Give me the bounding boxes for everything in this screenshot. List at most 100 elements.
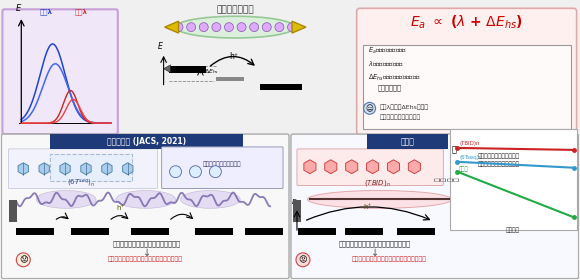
Polygon shape bbox=[408, 160, 420, 174]
Text: ↓: ↓ bbox=[143, 248, 151, 258]
Text: (6Tseq)n: (6Tseq)n bbox=[459, 155, 483, 160]
Text: h⁺: h⁺ bbox=[117, 205, 125, 211]
Circle shape bbox=[212, 23, 221, 32]
Text: 本研究: 本研究 bbox=[401, 137, 414, 146]
Circle shape bbox=[16, 253, 30, 267]
Text: $\Delta E_{hs}$：ホッピングサイト間の: $\Delta E_{hs}$：ホッピングサイト間の bbox=[368, 73, 420, 83]
Text: 😐: 😐 bbox=[365, 104, 374, 113]
Text: $E_a$：活性化エネルギー: $E_a$：活性化エネルギー bbox=[368, 46, 407, 56]
FancyBboxPatch shape bbox=[367, 134, 448, 149]
Bar bbox=[216, 77, 244, 81]
Text: 分子がふらつきやすくエネルギーロス: 分子がふらつきやすくエネルギーロス bbox=[113, 240, 181, 247]
FancyBboxPatch shape bbox=[50, 154, 132, 181]
Text: E: E bbox=[158, 42, 163, 51]
Text: h⁺: h⁺ bbox=[229, 52, 238, 61]
Polygon shape bbox=[304, 160, 316, 174]
Polygon shape bbox=[60, 163, 70, 175]
FancyBboxPatch shape bbox=[8, 149, 158, 188]
Text: 環境道を剛構造で連結する: 環境道を剛構造で連結する bbox=[478, 153, 520, 159]
Bar bbox=[71, 228, 109, 235]
Circle shape bbox=[200, 23, 208, 32]
Polygon shape bbox=[122, 163, 133, 175]
Text: (TBID)n: (TBID)n bbox=[459, 141, 480, 146]
Circle shape bbox=[190, 166, 201, 178]
Text: 分子が剛直で、エネルギーロスしにくい: 分子が剛直で、エネルギーロスしにくい bbox=[339, 240, 411, 247]
Polygon shape bbox=[325, 160, 337, 174]
Circle shape bbox=[209, 166, 222, 178]
Bar bbox=[130, 228, 169, 235]
Text: $\mathit{E_a}$ $\propto$ ($\lambda$ + $\Delta E_{hs}$): $\mathit{E_a}$ $\propto$ ($\lambda$ + $\… bbox=[409, 13, 523, 31]
Circle shape bbox=[237, 23, 246, 32]
Circle shape bbox=[275, 23, 284, 32]
Bar bbox=[195, 228, 233, 235]
Polygon shape bbox=[346, 160, 358, 174]
Circle shape bbox=[224, 23, 233, 32]
Text: 高いλと高いΔEhsにより: 高いλと高いΔEhsにより bbox=[379, 104, 429, 110]
FancyBboxPatch shape bbox=[2, 9, 118, 134]
Text: 高いλ: 高いλ bbox=[40, 8, 53, 15]
Text: 以前の研究 (JACS, 2021): 以前の研究 (JACS, 2021) bbox=[107, 137, 186, 146]
Circle shape bbox=[262, 23, 271, 32]
Text: 再配列エネルギーの抑制、電気伝導度の向上: 再配列エネルギーの抑制、電気伝導度の向上 bbox=[352, 257, 427, 262]
Text: ↓: ↓ bbox=[371, 248, 379, 258]
Text: E: E bbox=[16, 4, 21, 13]
Circle shape bbox=[296, 253, 310, 267]
Text: 導線距離: 導線距離 bbox=[506, 227, 520, 233]
FancyBboxPatch shape bbox=[162, 147, 283, 188]
Circle shape bbox=[288, 23, 296, 32]
Bar bbox=[397, 228, 436, 235]
Text: E: E bbox=[292, 199, 296, 205]
Text: 再配列エネルギーの増大、電気伝導度の低下: 再配列エネルギーの増大、電気伝導度の低下 bbox=[108, 257, 183, 262]
Ellipse shape bbox=[307, 190, 452, 208]
Bar bbox=[16, 228, 54, 235]
Text: $(TBID)_n$: $(TBID)_n$ bbox=[364, 178, 391, 188]
Bar bbox=[245, 228, 283, 235]
Ellipse shape bbox=[176, 16, 295, 38]
Bar bbox=[293, 200, 301, 222]
Ellipse shape bbox=[36, 190, 96, 208]
Polygon shape bbox=[102, 163, 112, 175]
Polygon shape bbox=[39, 163, 49, 175]
Text: h⁺: h⁺ bbox=[364, 204, 372, 210]
Text: 電
導
距
離: 電 導 距 離 bbox=[434, 178, 460, 181]
Polygon shape bbox=[292, 21, 306, 33]
Circle shape bbox=[169, 166, 182, 178]
Text: 従来の分子導線: 従来の分子導線 bbox=[216, 5, 254, 14]
Polygon shape bbox=[387, 160, 400, 174]
Text: $(6T^{seq})_n$: $(6T^{seq})_n$ bbox=[67, 178, 95, 189]
Ellipse shape bbox=[116, 190, 176, 208]
FancyBboxPatch shape bbox=[362, 45, 571, 129]
Circle shape bbox=[174, 23, 183, 32]
Text: $\Delta E_{hs}$: $\Delta E_{hs}$ bbox=[204, 67, 220, 76]
Text: 😟: 😟 bbox=[19, 255, 28, 264]
Polygon shape bbox=[81, 163, 91, 175]
FancyBboxPatch shape bbox=[1, 134, 289, 279]
Text: 長距離電荷輸送に不向き: 長距離電荷輸送に不向き bbox=[379, 115, 421, 120]
Text: 😡: 😡 bbox=[299, 255, 307, 264]
Text: 環境道がふらつきやすい: 環境道がふらつきやすい bbox=[203, 161, 242, 167]
Text: $\lambda$：再配列エネルギー: $\lambda$：再配列エネルギー bbox=[368, 60, 404, 68]
FancyBboxPatch shape bbox=[357, 8, 577, 135]
Bar bbox=[9, 200, 17, 222]
Polygon shape bbox=[367, 160, 379, 174]
Text: ことで分子のふらつき抑制: ことで分子のふらつき抑制 bbox=[478, 161, 520, 167]
Polygon shape bbox=[165, 21, 179, 33]
Text: 低いλ: 低いλ bbox=[75, 8, 88, 15]
Circle shape bbox=[187, 23, 195, 32]
Polygon shape bbox=[18, 163, 28, 175]
Ellipse shape bbox=[180, 190, 240, 208]
FancyBboxPatch shape bbox=[450, 129, 577, 230]
FancyBboxPatch shape bbox=[297, 149, 443, 186]
Text: 従来型: 従来型 bbox=[459, 166, 469, 172]
Text: エネルギー差: エネルギー差 bbox=[378, 84, 401, 91]
Bar bbox=[298, 228, 336, 235]
FancyBboxPatch shape bbox=[291, 134, 579, 279]
Polygon shape bbox=[164, 65, 171, 73]
Circle shape bbox=[250, 23, 259, 32]
Circle shape bbox=[364, 102, 376, 114]
Bar bbox=[260, 83, 302, 90]
Bar bbox=[345, 228, 383, 235]
FancyBboxPatch shape bbox=[50, 134, 243, 149]
Bar bbox=[169, 66, 206, 73]
Text: 💡: 💡 bbox=[452, 145, 456, 154]
